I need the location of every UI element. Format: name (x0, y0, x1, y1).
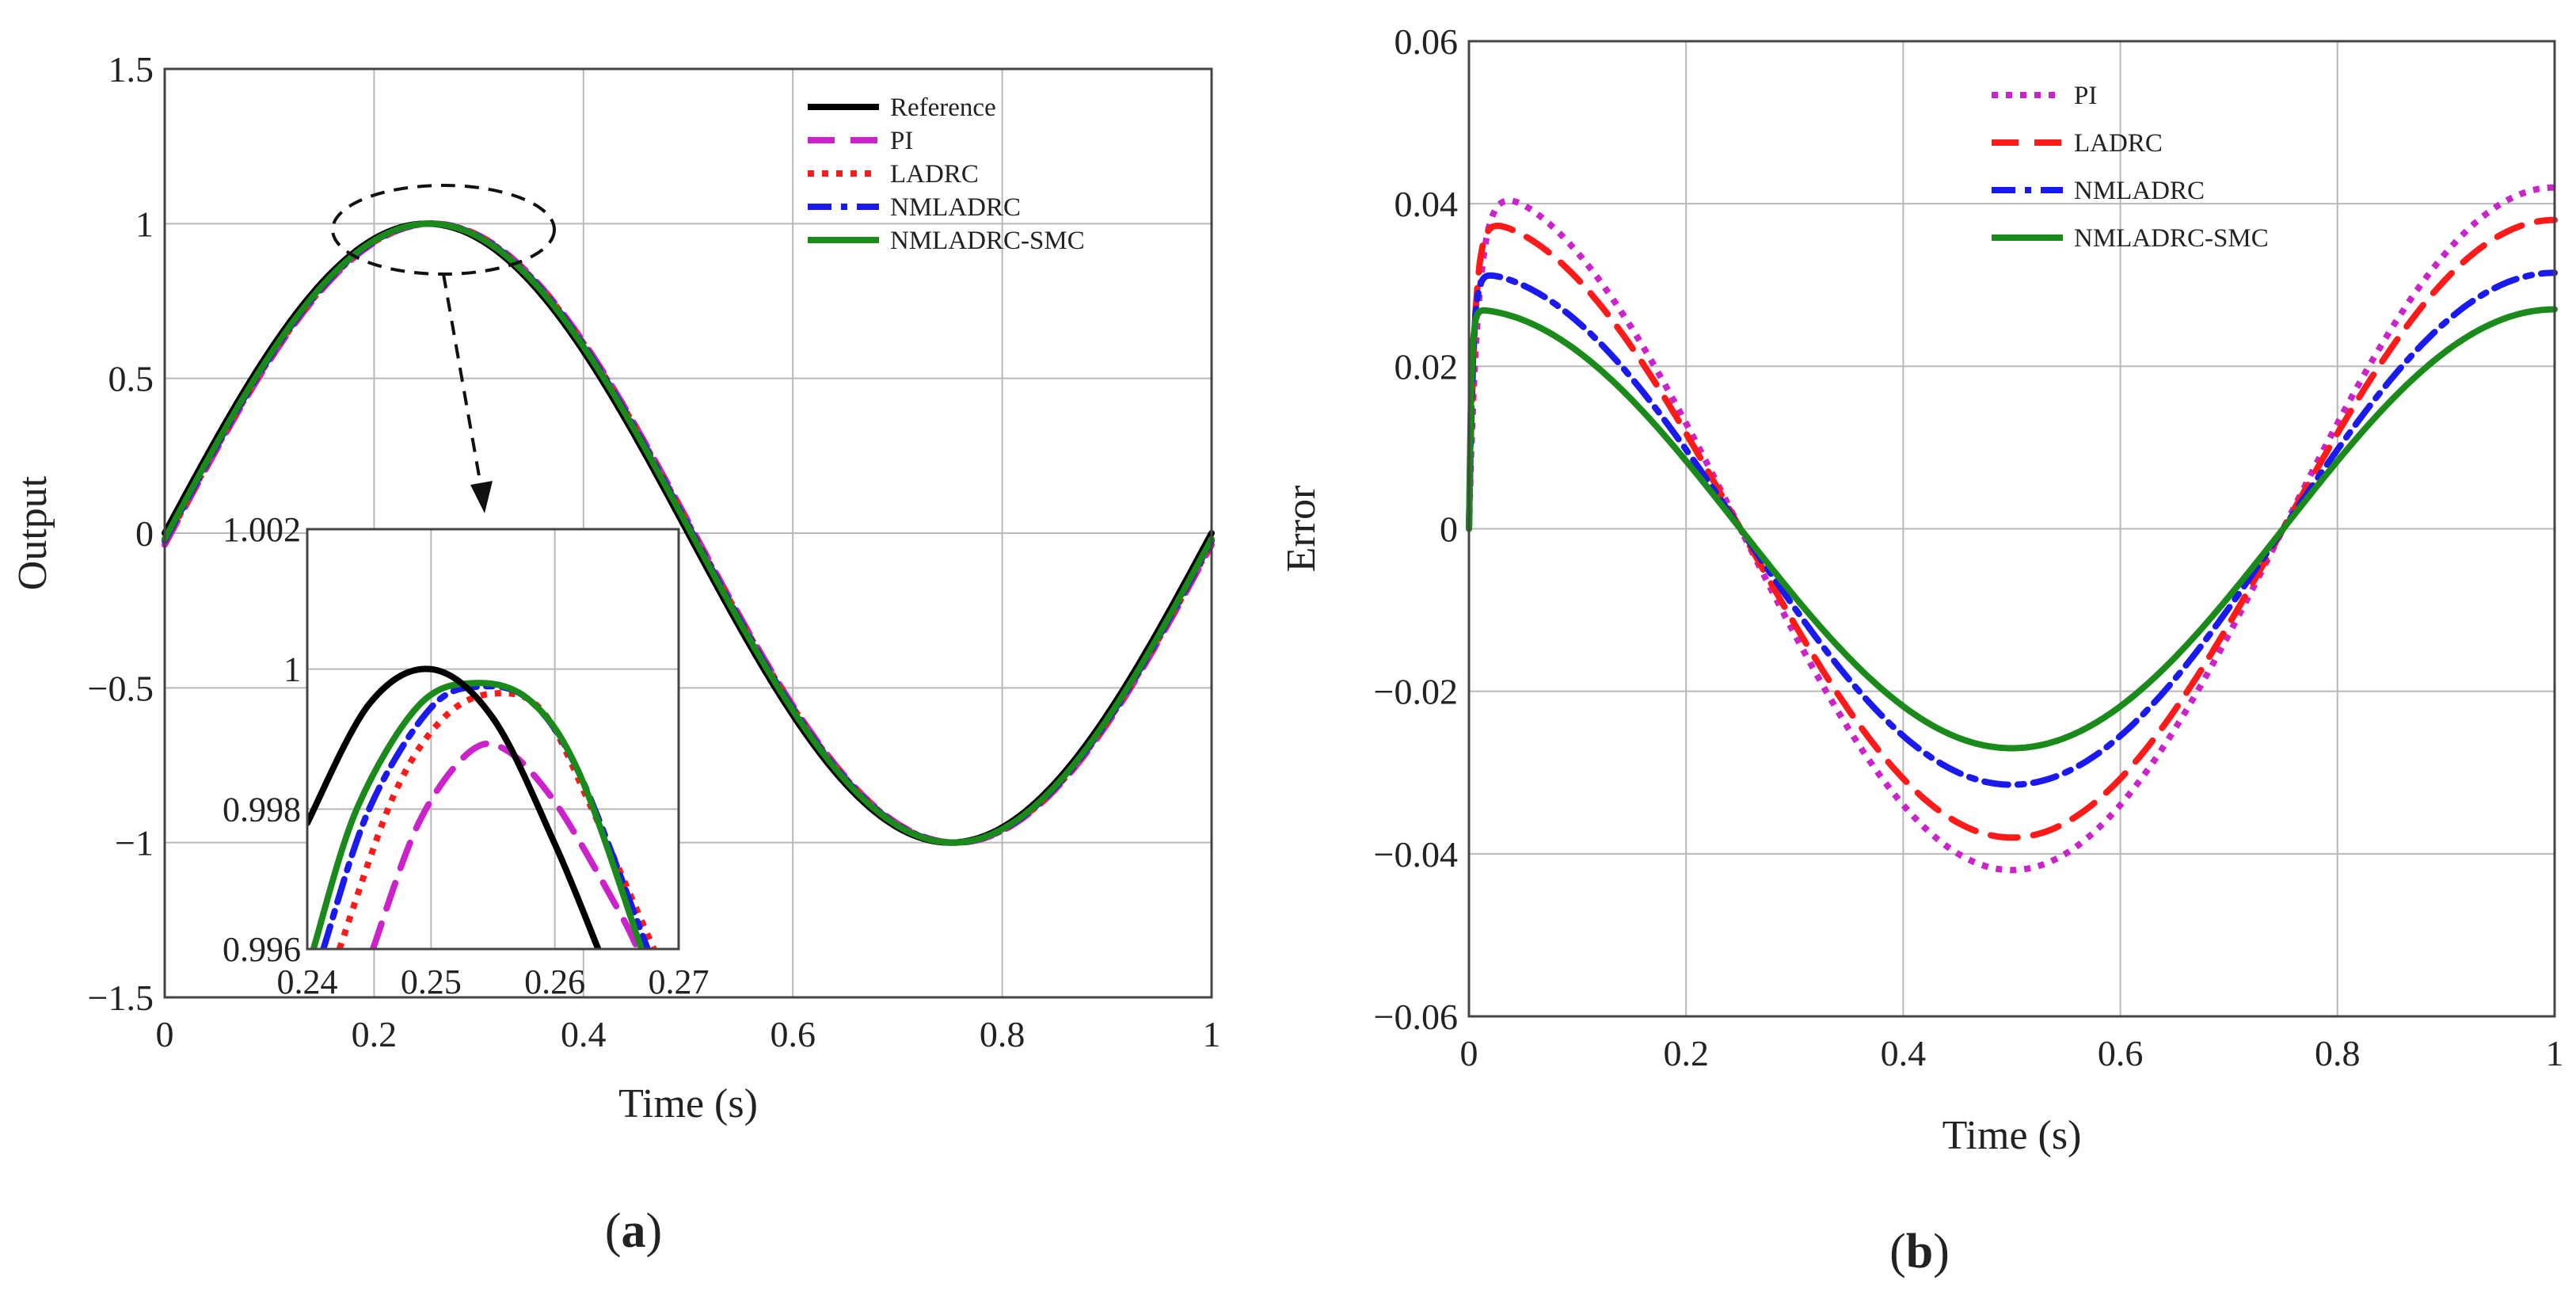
x-tick-labels: 0 0.2 0.4 0.6 0.8 1 (156, 1014, 1221, 1054)
y-tick-label: 0.02 (1395, 346, 1459, 387)
inset-frame (306, 528, 680, 951)
y-tick-label: 1 (135, 204, 154, 244)
inset-x-tick-label: 0.26 (524, 962, 585, 1001)
zoom-arrow-line (442, 273, 483, 490)
y-tick-label: −0.02 (1374, 672, 1458, 712)
inset-curve-nmladrc-smc (310, 680, 645, 949)
series-line-nmladrc (1466, 269, 2558, 788)
chart-output: 0 0.2 0.4 0.6 0.8 1 −1.5 −1 −0.5 0 0.5 1 1.5 Time (… (10, 49, 1221, 1258)
y-tick-label: 1.5 (108, 49, 154, 90)
x-tick-label: 0.8 (980, 1014, 1025, 1054)
x-axis-title: Time (s) (618, 1081, 758, 1126)
inset-x-tick-label: 0.24 (277, 962, 338, 1001)
inset-curve-reference (307, 665, 602, 949)
plot-frame (163, 67, 1213, 999)
x-axis-title: Time (s) (1942, 1113, 2082, 1158)
y-tick-label: 0.5 (108, 359, 154, 399)
legend-label-nmladrc: NMLADRC (2074, 177, 2205, 205)
x-tick-label: 0.6 (770, 1014, 816, 1054)
x-tick-label: 0 (156, 1014, 174, 1054)
panel-label-close: ) (1933, 1225, 1950, 1279)
panel-label-letter: b (1906, 1225, 1933, 1279)
x-tick-label: 0.4 (1881, 1033, 1927, 1073)
panel-label-open: ( (1889, 1225, 1906, 1279)
panel-label-open: ( (605, 1204, 622, 1258)
panel-label-a: (a) (605, 1204, 662, 1258)
y-tick-label: 0.06 (1395, 21, 1459, 62)
inset-curves (307, 665, 657, 949)
y-axis-title: Output (10, 475, 55, 590)
x-tick-label: 0.6 (2098, 1033, 2144, 1073)
zoom-ellipse (331, 184, 556, 276)
inset-zoom: 0.24 0.25 0.26 0.27 0.996 0.998 1 1.002 (223, 510, 710, 1001)
inset-x-tick-label: 0.25 (401, 962, 462, 1001)
legend-label-ladrc: LADRC (2074, 129, 2163, 158)
legend-label-nmladrc-smc: NMLADRC-SMC (890, 227, 1085, 255)
inset-y-tick-label: 0.996 (223, 930, 301, 969)
x-tick-label: 0.2 (352, 1014, 398, 1054)
x-tick-labels: 0 0.2 0.4 0.6 0.8 1 (1460, 1033, 2564, 1073)
inset-curve-pi (369, 740, 641, 949)
y-tick-label: −0.5 (88, 668, 154, 708)
legend: Reference PI LADRC NMLADRC NMLADRC-SMC (808, 93, 1085, 255)
y-tick-label: −1 (115, 823, 154, 863)
x-tick-label: 0.4 (561, 1014, 607, 1054)
chart-error: 0 0.2 0.4 0.6 0.8 1 −0.06 −0.04 −0.02 0 0.02 0.04 0… (1279, 21, 2564, 1279)
series-lines (1466, 184, 2558, 874)
y-tick-label: −0.06 (1374, 997, 1458, 1037)
y-tick-labels: −0.06 −0.04 −0.02 0 0.02 0.04 0.06 (1374, 21, 1458, 1037)
series-line-nmladrc-smc (162, 220, 1215, 846)
panel-label-close: ) (646, 1204, 663, 1258)
y-axis-title: Error (1279, 486, 1324, 573)
inset-x-tick-labels: 0.24 0.25 0.26 0.27 (277, 962, 710, 1001)
zoom-arrow-head (470, 481, 493, 513)
plot-frame (1467, 40, 2556, 1018)
legend: PI LADRC NMLADRC NMLADRC-SMC (1992, 82, 2269, 253)
y-tick-label: 0 (1440, 509, 1458, 550)
legend-label-pi: PI (890, 127, 913, 155)
panel-label-letter: a (622, 1204, 646, 1258)
legend-label-ladrc: LADRC (890, 160, 979, 189)
x-tick-label: 0 (1460, 1033, 1478, 1073)
inset-y-tick-label: 1 (283, 650, 301, 689)
y-tick-labels: −1.5 −1 −0.5 0 0.5 1 1.5 (88, 49, 154, 1018)
legend-label-nmladrc-smc: NMLADRC-SMC (2074, 224, 2269, 253)
y-tick-label: −1.5 (88, 978, 154, 1018)
series-line-nmladrc-smc (1466, 306, 2558, 752)
x-tick-label: 0.8 (2315, 1033, 2361, 1073)
legend-label-pi: PI (2074, 82, 2097, 110)
inset-y-tick-label: 0.998 (223, 790, 301, 829)
panel-label-b: (b) (1889, 1225, 1950, 1279)
legend-label-nmladrc: NMLADRC (890, 193, 1021, 222)
series-line-ladrc (1466, 216, 2558, 841)
x-tick-label: 1 (1203, 1014, 1221, 1054)
inset-y-tick-label: 1.002 (223, 510, 301, 549)
y-tick-label: −0.04 (1374, 834, 1458, 875)
x-tick-label: 0.2 (1663, 1033, 1709, 1073)
series-line-pi (1466, 184, 2556, 874)
x-tick-label: 1 (2546, 1033, 2564, 1073)
y-tick-label: 0.04 (1395, 184, 1459, 224)
inset-x-tick-label: 0.27 (649, 962, 710, 1001)
series-lines (162, 220, 1215, 846)
inset-y-tick-labels: 0.996 0.998 1 1.002 (223, 510, 301, 969)
y-tick-label: 0 (135, 513, 154, 554)
legend-label-reference: Reference (890, 93, 996, 122)
